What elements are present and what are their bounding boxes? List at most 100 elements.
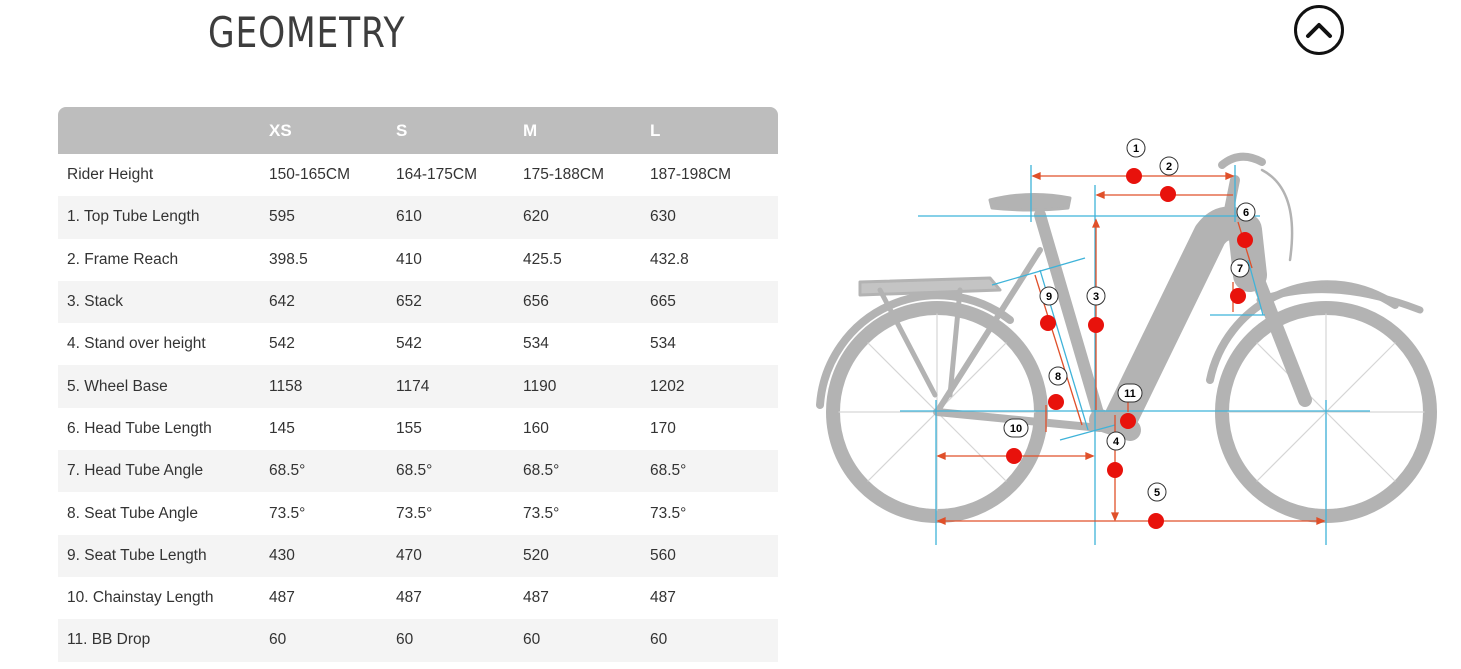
cell-l: 560	[650, 534, 778, 577]
cell-s: 610	[396, 196, 523, 239]
table-row: 1. Top Tube Length 595 610 620 630	[58, 196, 778, 239]
row-label: Rider Height	[58, 154, 269, 197]
row-label: 7. Head Tube Angle	[58, 450, 269, 493]
row-label: 11. BB Drop	[58, 619, 269, 662]
cell-l: 73.5°	[650, 492, 778, 535]
cell-s: 164-175CM	[396, 154, 523, 197]
cell-s: 68.5°	[396, 450, 523, 493]
cell-s: 410	[396, 238, 523, 281]
header-cell-m: M	[523, 120, 538, 140]
cell-m: 534	[523, 323, 650, 366]
table-row: 2. Frame Reach 398.5 410 425.5 432.8	[58, 238, 778, 281]
row-label: 1. Top Tube Length	[58, 196, 269, 239]
cell-xs: 487	[269, 576, 396, 620]
marker-3: 3	[1086, 286, 1106, 306]
cell-m: 520	[523, 534, 650, 577]
table-row: Rider Height 150-165CM 164-175CM 175-188…	[58, 154, 778, 197]
cell-l: 432.8	[650, 238, 778, 281]
cell-l: 487	[650, 576, 778, 620]
cell-s: 1174	[396, 365, 523, 408]
header-cell-s: S	[396, 120, 408, 140]
table-header-row: XS S M L	[58, 107, 778, 154]
header-cell-l: L	[650, 120, 661, 140]
table-row: 8. Seat Tube Angle 73.5° 73.5° 73.5° 73.…	[58, 492, 778, 535]
row-label: 4. Stand over height	[58, 323, 269, 366]
svg-text:9: 9	[1046, 291, 1052, 303]
bike-illustration	[816, 152, 1437, 523]
row-label: 3. Stack	[58, 280, 269, 324]
cell-l: 170	[650, 407, 778, 451]
measurement-dots	[1006, 168, 1253, 529]
cell-xs: 542	[269, 323, 396, 366]
cell-xs: 595	[269, 196, 396, 239]
row-label: 2. Frame Reach	[58, 238, 269, 281]
cell-m: 425.5	[523, 238, 650, 281]
cell-xs: 68.5°	[269, 450, 396, 493]
table-row: 9. Seat Tube Length 430 470 520 560	[58, 534, 778, 577]
page-title: GEOMETRY	[208, 8, 406, 57]
table-row: 7. Head Tube Angle 68.5° 68.5° 68.5° 68.…	[58, 450, 778, 493]
svg-text:10: 10	[1010, 423, 1022, 435]
header-cell-xs: XS	[269, 120, 292, 140]
row-label: 10. Chainstay Length	[58, 576, 269, 620]
cell-xs: 150-165CM	[269, 154, 396, 197]
scroll-to-top-button[interactable]	[1294, 5, 1344, 55]
row-label: 6. Head Tube Length	[58, 407, 269, 451]
svg-text:5: 5	[1154, 487, 1160, 499]
geometry-table-container: XS S M L Rider Height 150-165CM 164-175C…	[58, 107, 778, 662]
marker-6: 6	[1236, 202, 1256, 222]
cell-m: 487	[523, 576, 650, 620]
cell-l: 534	[650, 323, 778, 366]
header-cell-label	[58, 107, 269, 154]
cell-s: 652	[396, 280, 523, 324]
chevron-up-icon	[1306, 23, 1332, 38]
cell-s: 542	[396, 323, 523, 366]
marker-4: 4	[1106, 431, 1126, 451]
cell-m: 620	[523, 196, 650, 239]
marker-10: 10	[1003, 418, 1029, 438]
svg-text:8: 8	[1055, 371, 1061, 383]
cell-l: 630	[650, 196, 778, 239]
cell-m: 68.5°	[523, 450, 650, 493]
cell-xs: 398.5	[269, 238, 396, 281]
geometry-table: XS S M L Rider Height 150-165CM 164-175C…	[58, 107, 778, 662]
table-row: 6. Head Tube Length 145 155 160 170	[58, 407, 778, 451]
marker-9: 9	[1039, 286, 1059, 306]
marker-1: 1	[1126, 138, 1146, 158]
cell-m: 73.5°	[523, 492, 650, 535]
cell-l: 68.5°	[650, 450, 778, 493]
svg-text:2: 2	[1166, 161, 1172, 173]
cell-s: 487	[396, 576, 523, 620]
cell-xs: 73.5°	[269, 492, 396, 535]
svg-text:4: 4	[1113, 436, 1120, 448]
measurement-markers: 1 2 3 4 5 6 7 8 9 10 11	[1003, 138, 1256, 502]
cell-s: 155	[396, 407, 523, 451]
table-row: 3. Stack 642 652 656 665	[58, 280, 778, 324]
marker-7: 7	[1230, 258, 1250, 278]
cell-xs: 60	[269, 619, 396, 662]
marker-8: 8	[1048, 366, 1068, 386]
svg-text:6: 6	[1243, 207, 1249, 219]
cell-m: 175-188CM	[523, 154, 650, 197]
cell-l: 187-198CM	[650, 154, 778, 197]
row-label: 9. Seat Tube Length	[58, 534, 269, 577]
cell-m: 160	[523, 407, 650, 451]
table-row: 11. BB Drop 60 60 60 60	[58, 619, 778, 662]
table-row: 5. Wheel Base 1158 1174 1190 1202	[58, 365, 778, 408]
cell-xs: 430	[269, 534, 396, 577]
row-label: 8. Seat Tube Angle	[58, 492, 269, 535]
marker-5: 5	[1147, 482, 1167, 502]
cell-l: 665	[650, 280, 778, 324]
row-label: 5. Wheel Base	[58, 365, 269, 408]
table-row: 4. Stand over height 542 542 534 534	[58, 323, 778, 366]
cell-xs: 145	[269, 407, 396, 451]
marker-11: 11	[1117, 383, 1143, 403]
rear-wheel	[826, 301, 1048, 523]
svg-text:1: 1	[1133, 143, 1139, 155]
cell-l: 1202	[650, 365, 778, 408]
bike-geometry-diagram: 1 2 3 4 5 6 7 8 9 10 11	[816, 138, 1437, 545]
cell-m: 1190	[523, 365, 650, 408]
svg-text:7: 7	[1237, 263, 1243, 275]
cell-s: 60	[396, 619, 523, 662]
cell-s: 73.5°	[396, 492, 523, 535]
